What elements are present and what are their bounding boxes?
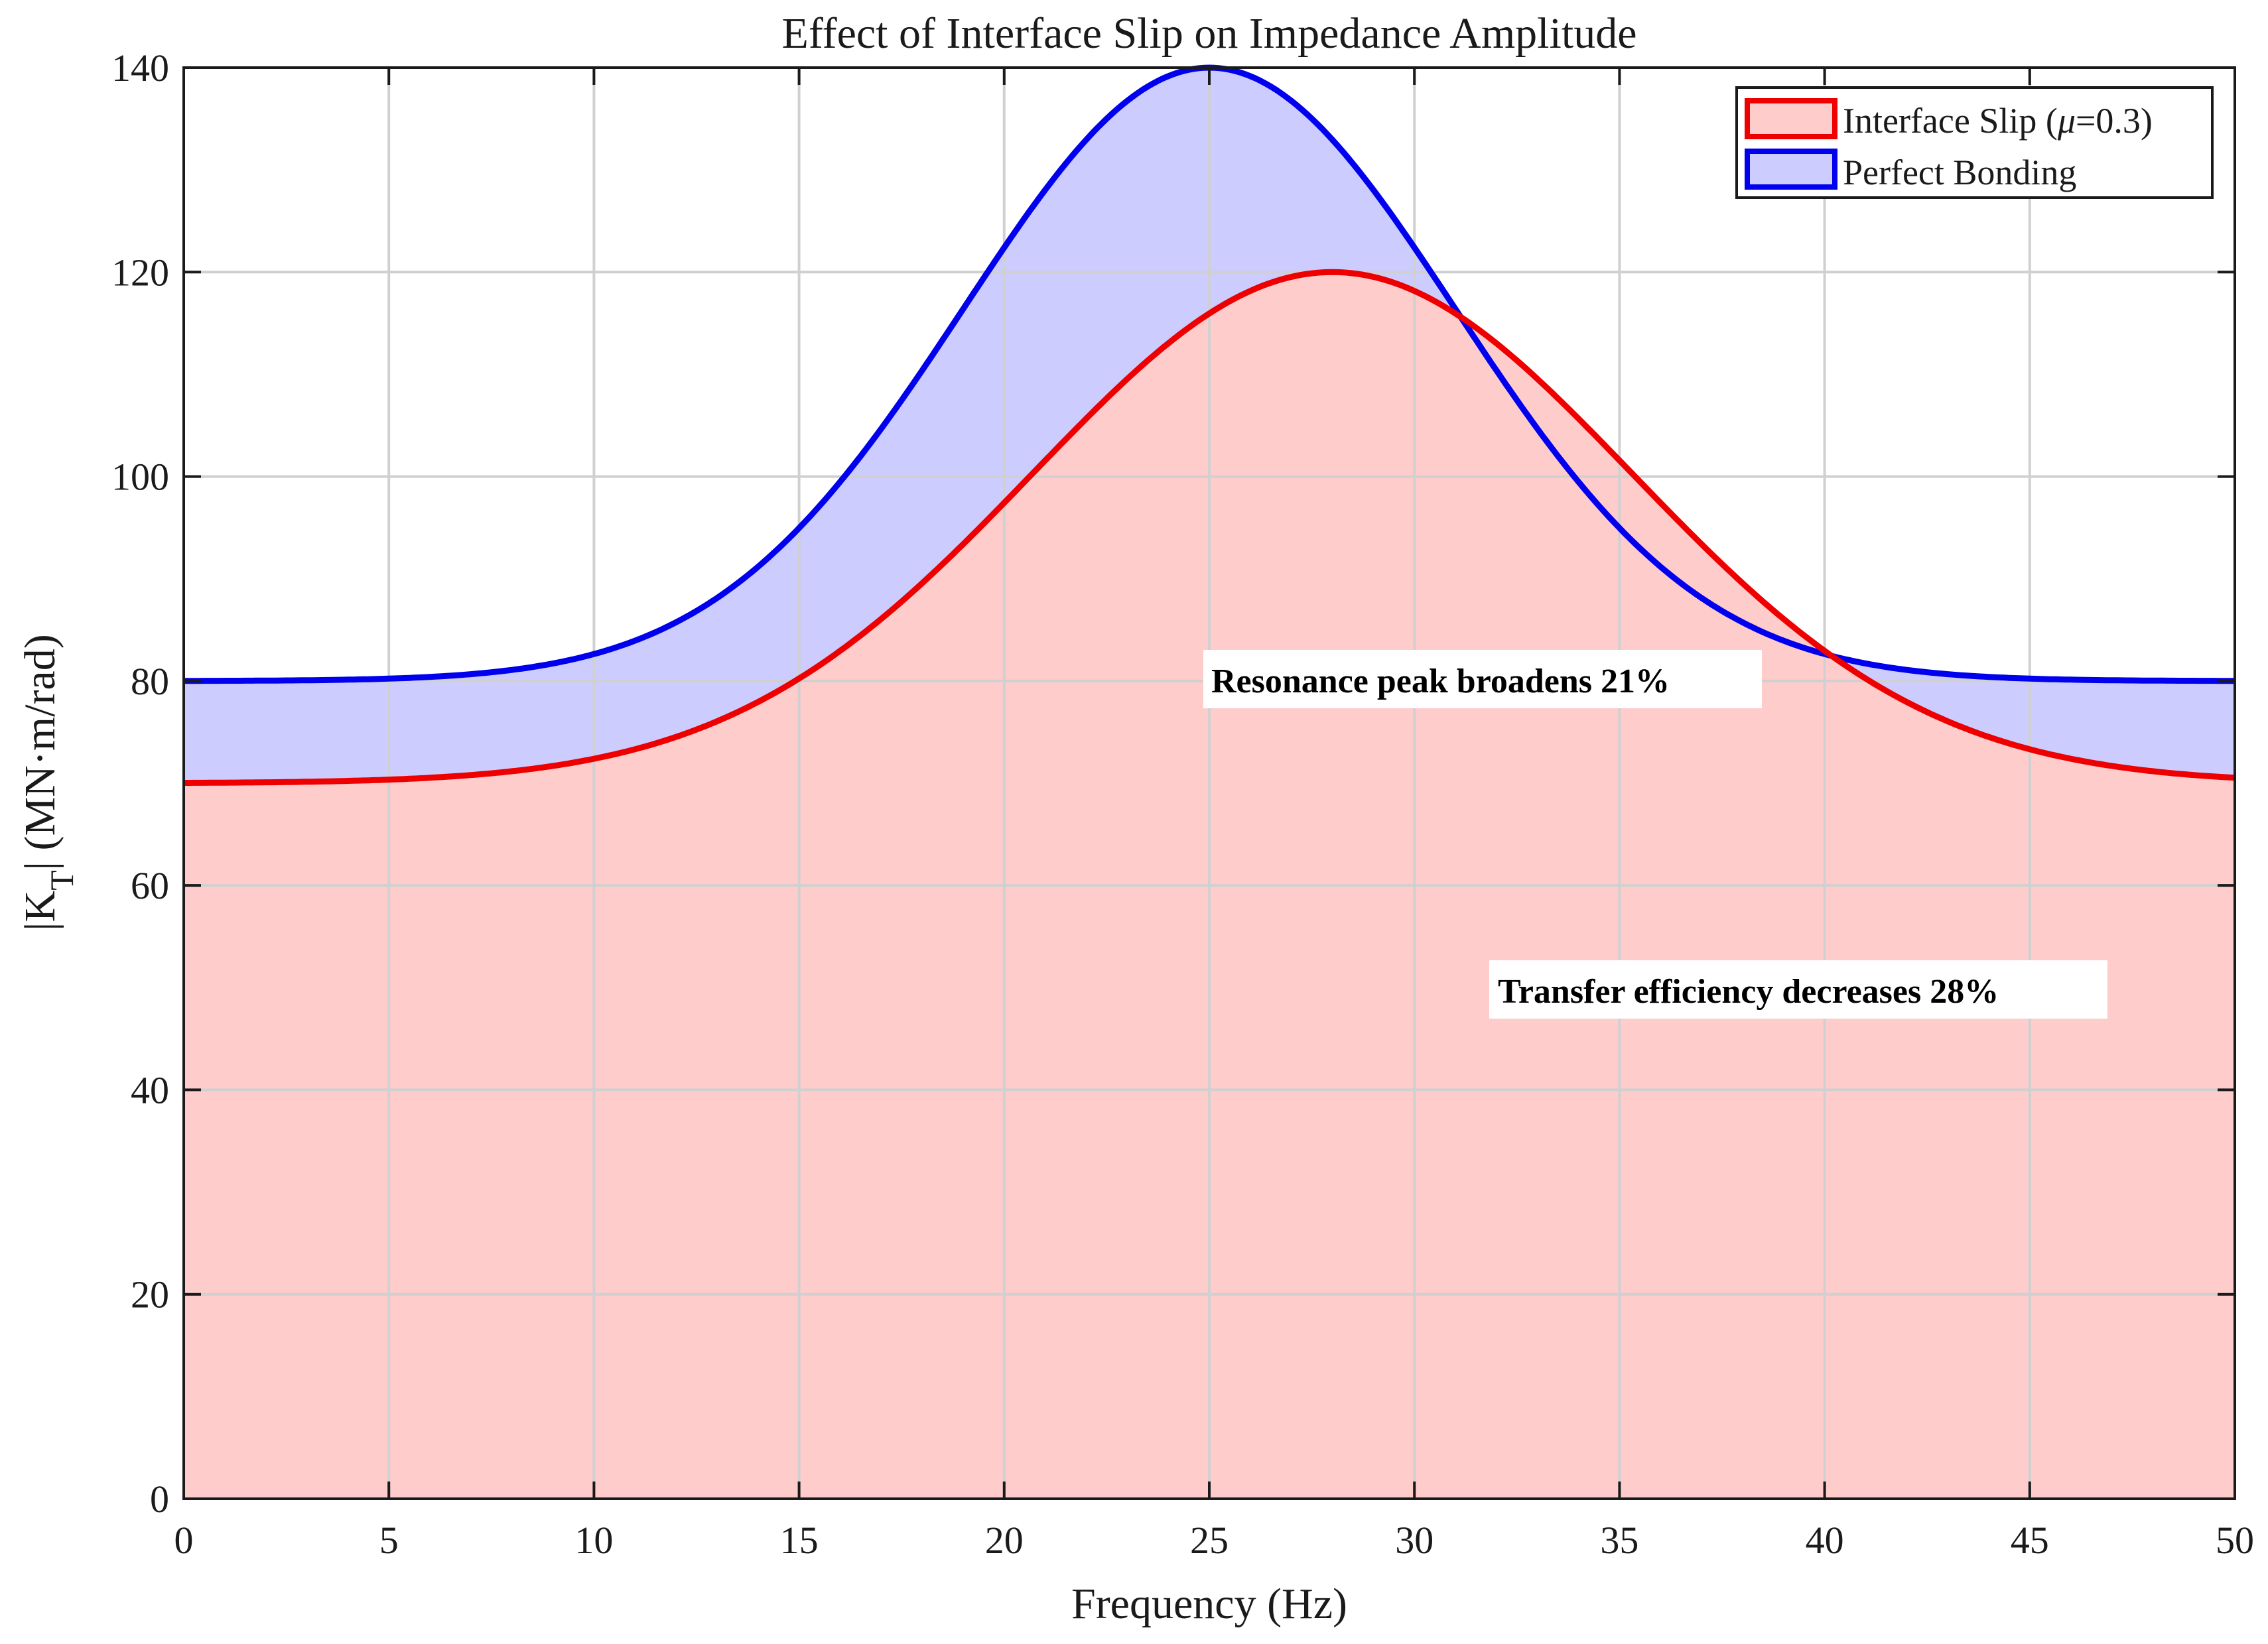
annotation-resonance-broadens: Resonance peak broadens 21% [1211, 663, 1670, 700]
legend-swatch-interface-slip [1745, 98, 1837, 139]
x-tick-label: 10 [574, 1519, 613, 1562]
x-tick-label: 30 [1395, 1519, 1434, 1562]
x-tick-label: 35 [1600, 1519, 1638, 1562]
x-tick-label: 20 [985, 1519, 1024, 1562]
x-tick-label: 45 [2011, 1519, 2049, 1562]
y-axis-label-sub: T [43, 870, 80, 891]
y-tick-label: 120 [111, 251, 169, 294]
annotation-1-box [1203, 650, 1762, 708]
legend-swatch-perfect-bonding [1745, 149, 1837, 190]
chart-title: Effect of Interface Slip on Impedance Am… [782, 9, 1637, 58]
y-axis-label: |KT| (MN·m/rad) [16, 634, 80, 930]
y-tick-label: 100 [111, 456, 169, 499]
annotation-transfer-efficiency: Transfer efficiency decreases 28% [1498, 973, 1999, 1011]
legend-interface-slip-text: Interface Slip ( [1843, 101, 2058, 141]
legend-label-interface-slip: Interface Slip (μ=0.3) [1843, 101, 2153, 141]
x-tick-labels: 0 5 10 15 20 25 30 35 40 45 50 [174, 1519, 2255, 1562]
y-tick-label: 20 [131, 1273, 169, 1316]
legend-mu-symbol: μ [2057, 101, 2076, 141]
y-tick-labels: 0 20 40 60 80 100 120 140 [111, 46, 169, 1521]
x-tick-label: 0 [174, 1519, 194, 1562]
y-tick-label: 60 [131, 864, 169, 907]
y-tick-label: 140 [111, 46, 169, 90]
y-tick-label: 0 [150, 1478, 169, 1521]
x-tick-label: 40 [1806, 1519, 1844, 1562]
legend-label-perfect-bonding: Perfect Bonding [1843, 153, 2076, 192]
y-axis-label-close: | (MN·m/rad) [16, 634, 64, 870]
legend-mu-value: =0.3) [2076, 101, 2153, 141]
y-axis-label-open: |K [16, 891, 64, 931]
y-tick-label: 80 [131, 660, 169, 703]
x-tick-label: 15 [780, 1519, 819, 1562]
interface-slip-line [184, 269, 2235, 786]
x-tick-label: 50 [2216, 1519, 2254, 1562]
x-tick-label: 25 [1190, 1519, 1229, 1562]
x-axis-label: Frequency (Hz) [1071, 1580, 1347, 1628]
legend: Interface Slip (μ=0.3) Perfect Bonding [1735, 86, 2214, 199]
x-tick-label: 5 [379, 1519, 399, 1562]
y-tick-label: 40 [131, 1068, 169, 1111]
annotation-2-box [1489, 960, 2107, 1019]
tick-marks [182, 66, 2236, 1500]
